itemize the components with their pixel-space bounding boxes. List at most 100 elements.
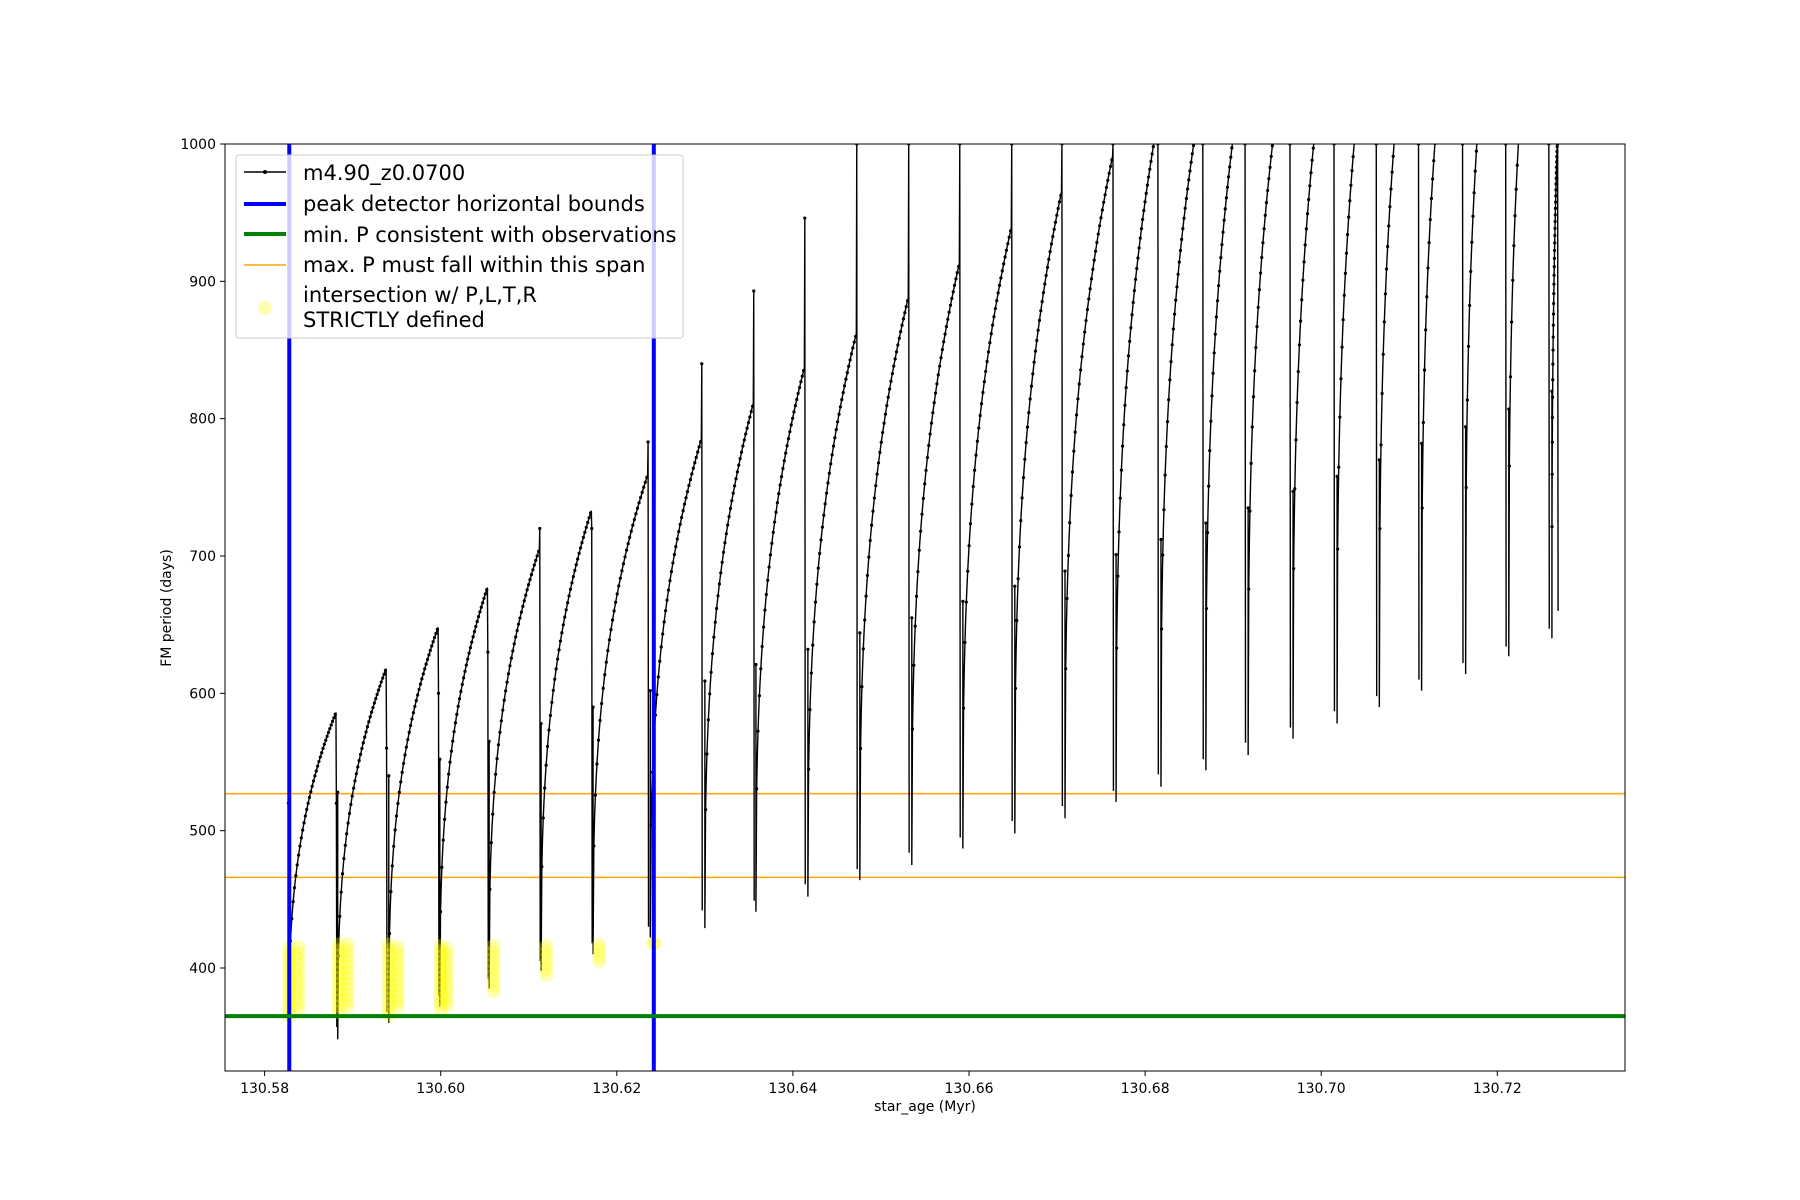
series-point <box>1310 158 1314 162</box>
series-point <box>1205 531 1210 535</box>
series-point <box>554 667 558 671</box>
series-point <box>291 900 295 904</box>
series-point <box>892 364 896 368</box>
series-point <box>1471 214 1475 218</box>
series-point <box>975 439 979 443</box>
series-point <box>852 340 856 344</box>
series-point <box>834 428 838 432</box>
series-point <box>350 794 354 798</box>
series-point <box>640 490 644 494</box>
series-point <box>988 341 992 345</box>
series-point <box>1381 352 1385 356</box>
series-point <box>1292 566 1296 571</box>
series-point <box>999 276 1003 280</box>
series-point <box>682 502 687 506</box>
series-point <box>296 853 301 857</box>
series-point <box>1178 248 1183 253</box>
series-point <box>724 532 728 536</box>
series-point <box>358 752 363 757</box>
series-point <box>1308 184 1312 188</box>
series-point <box>352 786 356 790</box>
series-point <box>1080 355 1084 359</box>
series-pulse <box>1550 144 1560 639</box>
yellow-marker <box>439 998 454 1013</box>
series-point <box>1474 149 1478 153</box>
yellow-marker <box>539 962 554 977</box>
series-point <box>760 644 764 649</box>
series-pulse <box>1063 144 1115 819</box>
series-pulse <box>1377 144 1421 708</box>
series-point <box>1167 398 1171 402</box>
series-point <box>401 761 406 766</box>
series-point <box>751 404 755 408</box>
yellow-marker <box>433 981 448 996</box>
yellow-marker <box>381 953 396 968</box>
series-point <box>948 303 953 307</box>
series-point <box>560 631 564 635</box>
series-point <box>384 746 389 750</box>
series-point <box>305 807 309 812</box>
series-point <box>590 526 594 531</box>
series-point <box>876 461 881 465</box>
series-point <box>336 953 340 958</box>
series-point <box>764 592 768 597</box>
axes-frame <box>224 143 1626 1072</box>
yellow-marker <box>340 965 355 980</box>
series-point <box>322 742 326 746</box>
series-point <box>1298 319 1303 323</box>
series-point <box>1229 155 1233 159</box>
yellow-marker <box>331 937 346 952</box>
series-point <box>713 620 717 624</box>
series-point <box>532 563 536 567</box>
y-tick-label: 900 <box>189 274 216 290</box>
series-point <box>800 374 804 378</box>
series-point <box>806 647 810 651</box>
series-line <box>1420 144 1464 691</box>
series-point <box>664 609 668 613</box>
series-point <box>881 430 885 435</box>
yellow-marker <box>539 956 554 971</box>
series-point <box>328 727 332 731</box>
series-point <box>1350 168 1354 173</box>
series-point <box>935 382 939 386</box>
series-point <box>767 565 771 569</box>
series-point <box>460 682 464 687</box>
series-point <box>545 744 550 748</box>
x-tick-label: 130.58 <box>240 1081 289 1097</box>
series-point <box>1047 257 1051 261</box>
series-point <box>440 865 444 869</box>
series-point <box>1187 178 1191 182</box>
series-point <box>734 477 738 481</box>
series-point <box>360 746 364 751</box>
series-point <box>1102 200 1106 204</box>
series-point <box>1431 177 1435 181</box>
series-point <box>1128 339 1132 343</box>
series-point <box>1116 574 1120 578</box>
series-point <box>1224 196 1228 200</box>
series-point <box>1083 330 1087 334</box>
series-point <box>759 667 763 671</box>
series-point <box>342 856 346 861</box>
series-point <box>1553 219 1557 224</box>
series-point <box>1347 215 1351 219</box>
series-point <box>1470 240 1474 244</box>
yellow-marker <box>381 991 396 1006</box>
series-point <box>618 576 622 580</box>
series-point <box>1210 394 1214 398</box>
series-point <box>1137 246 1141 250</box>
series-point <box>1132 289 1136 293</box>
series-point <box>1135 266 1139 271</box>
series-point <box>917 548 921 552</box>
series-point <box>1207 484 1211 488</box>
series-point <box>738 457 742 461</box>
yellow-marker <box>486 967 501 982</box>
yellow-marker <box>390 972 405 987</box>
series-point <box>1222 218 1226 222</box>
series-point <box>829 462 833 466</box>
series-point <box>1141 217 1145 222</box>
series-point <box>870 523 874 527</box>
series-point <box>1551 312 1556 316</box>
y-tick-label: 700 <box>189 549 216 565</box>
series-point <box>656 675 660 679</box>
series-point <box>376 688 381 692</box>
